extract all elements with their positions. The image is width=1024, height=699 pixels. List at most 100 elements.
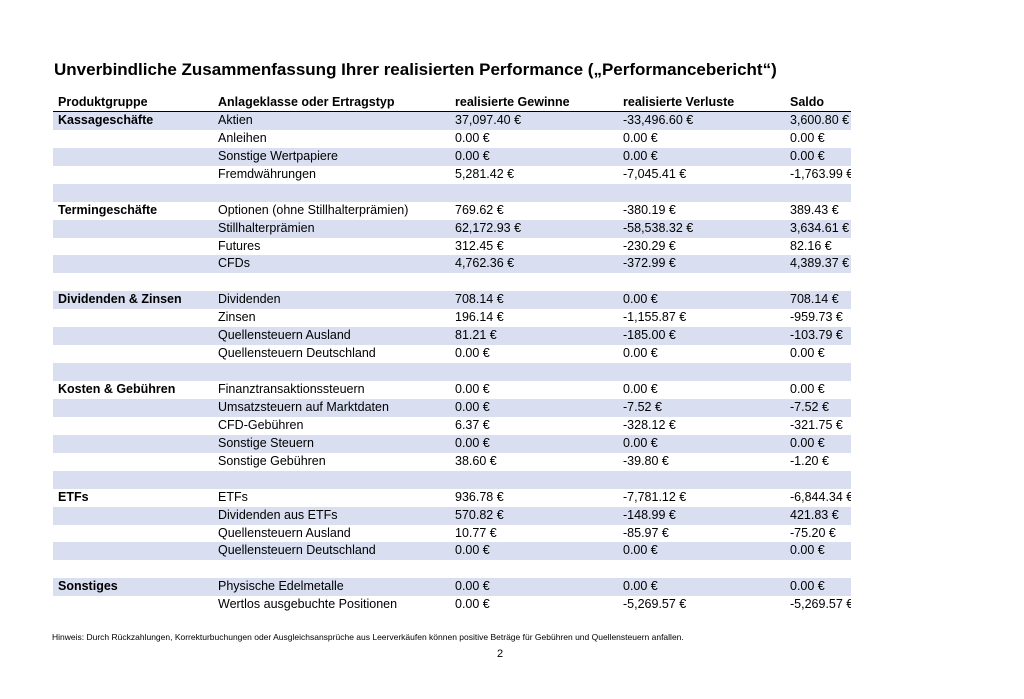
cell-product-group <box>53 435 213 453</box>
cell-realized-gains: 0.00 € <box>455 435 490 450</box>
cell-realized-losses: 0.00 € <box>623 346 658 361</box>
table-row: Dividenden & Zinsen Dividenden 708.14 € 0.0… <box>53 291 851 310</box>
cell-realized-gains: 38.60 € <box>455 453 497 468</box>
cell-realized-losses: -58,538.32 € <box>623 220 694 235</box>
cell-asset-class: Zinsen <box>218 310 256 325</box>
cell-balance: 421.83 € <box>790 507 839 522</box>
cell-realized-losses: -380.19 € <box>623 202 676 217</box>
cell-product-group: Dividenden & Zinsen <box>58 292 182 307</box>
cell-asset-class <box>213 184 450 202</box>
cell-realized-losses: -7,781.12 € <box>623 489 687 504</box>
table-row: Quellensteuern Deutschland 0.00 € 0.00 € 0.… <box>53 345 851 363</box>
cell-product-group <box>53 363 213 381</box>
cell-product-group: ETFs <box>58 489 89 504</box>
cell-balance <box>785 363 851 381</box>
cell-balance: 4,389.37 € <box>790 256 850 271</box>
cell-product-group <box>53 220 213 238</box>
table-row <box>53 363 851 381</box>
cell-product-group <box>53 345 213 363</box>
table-row: Dividenden aus ETFs 570.82 € -148.99 € 421.… <box>53 506 851 525</box>
cell-asset-class: Stillhalterprämien <box>218 220 315 235</box>
cell-balance: 389.43 € <box>790 202 839 217</box>
cell-asset-class: Optionen (ohne Stillhalterprämien) <box>218 202 409 217</box>
cell-product-group <box>53 525 213 543</box>
cell-asset-class: CFDs <box>218 256 250 271</box>
cell-realized-gains: 4,762.36 € <box>455 256 515 271</box>
cell-realized-losses: -372.99 € <box>623 256 676 271</box>
cell-balance: 708.14 € <box>790 292 839 307</box>
cell-asset-class: Sonstige Wertpapiere <box>218 148 338 163</box>
cell-realized-losses: -39.80 € <box>623 453 669 468</box>
cell-realized-losses <box>618 560 785 578</box>
cell-product-group: Sonstiges <box>58 579 118 594</box>
table-row: CFD-Gebühren 6.37 € -328.12 € -321.75 € <box>53 417 851 435</box>
cell-product-group <box>53 238 213 256</box>
cell-realized-gains: 936.78 € <box>455 489 504 504</box>
cell-asset-class: Anleihen <box>218 130 267 145</box>
cell-product-group <box>53 309 213 327</box>
cell-realized-gains: 196.14 € <box>455 310 504 325</box>
cell-balance: -321.75 € <box>790 417 843 432</box>
cell-balance: -5,269.57 € <box>790 597 851 612</box>
cell-product-group: Kosten & Gebühren <box>58 382 176 396</box>
cell-realized-losses: -148.99 € <box>623 507 676 522</box>
cell-product-group: Kassageschäfte <box>58 112 154 127</box>
cell-realized-gains: 37,097.40 € <box>455 112 522 127</box>
cell-realized-losses: -1,155.87 € <box>623 310 687 325</box>
table-row: Sonstige Wertpapiere 0.00 € 0.00 € 0.00 € <box>53 147 851 166</box>
table-row: Quellensteuern Ausland 81.21 € -185.00 € -1… <box>53 327 851 346</box>
cell-balance: -7.52 € <box>790 399 829 414</box>
table-body: Kassageschäfte Aktien 37,097.40 € -33,496.6… <box>53 111 851 614</box>
cell-balance: -6,844.34 € <box>790 489 851 504</box>
cell-realized-losses: 0.00 € <box>623 130 658 145</box>
header-product-group: Produktgruppe <box>58 95 148 109</box>
cell-realized-losses: -230.29 € <box>623 238 676 253</box>
cell-product-group <box>53 273 213 291</box>
cell-realized-losses: 0.00 € <box>623 579 658 594</box>
header-realized-gains: realisierte Gewinne <box>455 95 570 109</box>
header-balance: Saldo <box>790 95 825 109</box>
cell-asset-class: Dividenden <box>218 292 281 307</box>
cell-asset-class <box>213 471 450 489</box>
cell-balance: -1,763.99 € <box>790 166 851 181</box>
cell-realized-gains: 62,172.93 € <box>455 220 522 235</box>
cell-realized-losses: 0.00 € <box>623 382 658 396</box>
cell-realized-gains: 10.77 € <box>455 525 497 540</box>
cell-realized-gains <box>450 273 618 291</box>
cell-balance: 0.00 € <box>790 382 825 396</box>
cell-realized-losses: -5,269.57 € <box>623 597 687 612</box>
cell-realized-losses <box>618 273 785 291</box>
cell-asset-class: Wertlos ausgebuchte Positionen <box>218 597 398 612</box>
cell-asset-class: Aktien <box>218 112 253 127</box>
cell-realized-gains: 5,281.42 € <box>455 166 515 181</box>
cell-realized-gains: 0.00 € <box>455 148 490 163</box>
cell-realized-gains <box>450 560 618 578</box>
report-title: Unverbindliche Zusammenfassung Ihrer rea… <box>54 60 777 79</box>
cell-product-group <box>53 453 213 471</box>
cell-balance: 0.00 € <box>790 579 825 594</box>
cell-realized-gains: 0.00 € <box>455 130 490 145</box>
cell-realized-gains: 0.00 € <box>455 543 490 558</box>
cell-product-group <box>53 148 213 166</box>
cell-realized-gains: 81.21 € <box>455 328 497 343</box>
cell-product-group <box>53 560 213 578</box>
table-header: Produktgruppe Anlageklasse oder Ertragst… <box>53 94 851 112</box>
cell-product-group <box>53 166 213 184</box>
cell-asset-class: Futures <box>218 238 261 253</box>
cell-realized-gains: 0.00 € <box>455 346 490 361</box>
cell-balance: -1.20 € <box>790 453 829 468</box>
table-row <box>53 470 851 489</box>
cell-balance: 3,634.61 € <box>790 220 850 235</box>
cell-balance: 0.00 € <box>790 130 825 145</box>
cell-asset-class <box>213 273 450 291</box>
table-row <box>53 273 851 291</box>
cell-product-group <box>53 471 213 489</box>
table-row: CFDs 4,762.36 € -372.99 € 4,389.37 € <box>53 255 851 274</box>
cell-product-group <box>53 542 213 560</box>
cell-realized-losses <box>618 184 785 202</box>
cell-product-group <box>53 417 213 435</box>
cell-asset-class: Sonstige Gebühren <box>218 453 326 468</box>
cell-balance: 0.00 € <box>790 148 825 163</box>
header-asset-class: Anlageklasse oder Ertragstyp <box>218 95 395 109</box>
table-row: Sonstiges Physische Edelmetalle 0.00 € 0.00… <box>53 578 851 597</box>
